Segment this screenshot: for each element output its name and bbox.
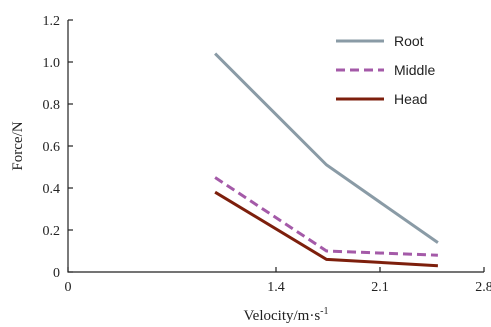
y-tick-label: 1.2 <box>43 14 61 29</box>
y-axis-ticks: 0 0.2 0.4 0.6 0.8 1.0 1.2 <box>43 14 73 281</box>
x-axis-label-text: Velocity/m·s <box>244 308 321 324</box>
x-tick-label: 1.4 <box>267 280 285 295</box>
y-axis-label: Force/N <box>10 121 26 170</box>
x-axis-label-superscript: -1 <box>320 306 328 317</box>
plot-area <box>67 20 484 273</box>
series-line-head <box>214 190 438 268</box>
y-tick-label: 0.8 <box>43 98 61 113</box>
x-axis-ticks: 0 1.4 2.1 2.8 <box>65 267 491 295</box>
y-tick-label: 0.4 <box>43 182 61 197</box>
series-lines <box>214 52 439 268</box>
y-tick-label: 0.2 <box>43 224 61 239</box>
y-tick-label: 0 <box>53 266 60 281</box>
y-tick-label: 1.0 <box>43 56 61 71</box>
x-tick-label: 0 <box>65 280 72 295</box>
legend-label-head: Head <box>394 91 427 107</box>
series-line-root <box>214 52 439 244</box>
series-line-middle <box>214 176 438 257</box>
legend-label-root: Root <box>394 33 424 49</box>
legend-label-middle: Middle <box>394 62 435 78</box>
y-tick-label: 0.6 <box>43 140 61 155</box>
legend: Root Middle Head <box>336 33 435 107</box>
x-tick-label: 2.8 <box>475 280 491 295</box>
x-axis-label: Velocity/m·s-1 <box>244 306 329 324</box>
axes-frame <box>67 20 484 273</box>
x-tick-label: 2.1 <box>371 280 389 295</box>
